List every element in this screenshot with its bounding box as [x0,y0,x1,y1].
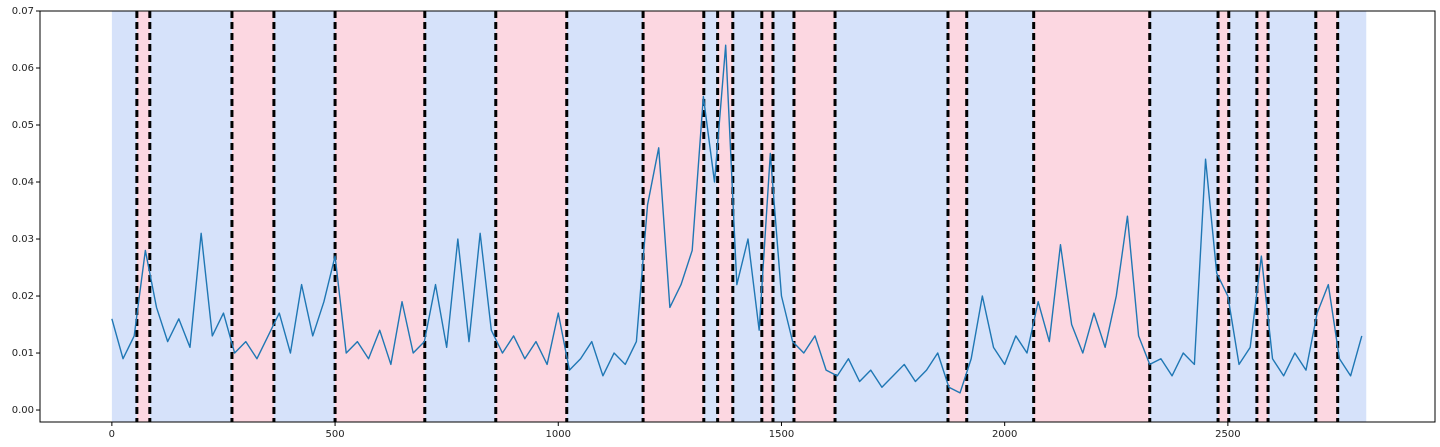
region [1228,11,1257,422]
region [1315,11,1338,422]
region [231,11,274,422]
region [136,11,150,422]
plot-frame [39,10,1436,423]
region [273,11,336,422]
region [761,11,773,422]
region [1268,11,1316,422]
region [111,11,137,422]
region [424,11,496,422]
region [643,11,704,422]
region [1149,11,1219,422]
regions [111,11,1367,422]
x-tick-label: 2500 [1215,429,1240,440]
y-tick-label: 0.07 [12,6,34,17]
y-tick-label: 0.00 [12,405,34,416]
y-tick-label: 0.06 [12,63,34,74]
series [111,44,1363,394]
x-tick-label: 500 [326,429,345,440]
axes: 0 500 1000 1500 2000 2500 0.00 0.01 0.02 0.03 0.04… [12,6,1436,440]
y-tick-label: 0.01 [12,348,34,359]
region [703,11,718,422]
region [335,11,425,422]
x-tick-label: 2000 [992,429,1017,440]
region [732,11,762,422]
region [717,11,733,422]
region [1337,11,1367,422]
x-tick-label: 1000 [546,429,571,440]
x-tick-label: 0 [109,429,115,440]
region [1256,11,1269,422]
changepoints [135,11,1340,422]
x-tick-label: 1500 [769,429,794,440]
region [1218,11,1229,422]
region [835,11,948,422]
data-line [111,44,1363,394]
region [793,11,836,422]
y-tick-label: 0.03 [12,234,34,245]
region [966,11,1034,422]
y-tick-label: 0.05 [12,120,34,131]
region [1033,11,1150,422]
region [149,11,232,422]
y-tick-label: 0.02 [12,291,34,302]
y-tick-label: 0.04 [12,177,34,188]
region [495,11,567,422]
region [947,11,967,422]
region [772,11,794,422]
